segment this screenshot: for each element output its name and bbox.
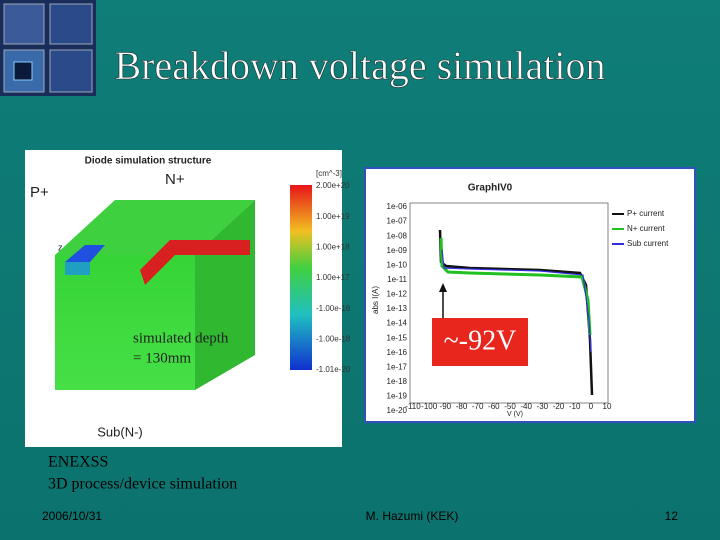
colorbar-unit: [cm^-3] <box>316 169 342 178</box>
y-tick-label: 1e-15 <box>387 333 408 342</box>
x-tick-label: -40 <box>520 402 532 411</box>
x-tick-label: -50 <box>504 402 516 411</box>
legend-label: N+ current <box>627 224 665 233</box>
axis-label: z <box>58 242 63 252</box>
footer-date: 2006/10/31 <box>42 509 102 523</box>
arrow-head <box>439 283 447 292</box>
x-tick-label: -30 <box>537 402 549 411</box>
x-tick-label: -90 <box>440 402 452 411</box>
x-tick-label: 0 <box>589 402 594 411</box>
y-axis-label: abs I(A) <box>371 286 380 314</box>
slide-title: Breakdown voltage simulation <box>114 43 605 88</box>
y-tick-label: 1e-20 <box>387 406 408 415</box>
n-label: N+ <box>165 171 185 188</box>
y-tick-label: 1e-10 <box>387 260 408 269</box>
colorbar-labels: 2.00e+20 1.00e+19 1.00e+18 1.00e+17 -1.00e-1… <box>316 181 351 374</box>
y-tick-label: 1e-14 <box>387 319 408 328</box>
legend-label: P+ current <box>627 209 665 218</box>
colorbar-label: 1.00e+19 <box>316 212 350 221</box>
colorbar-label: 2.00e+20 <box>316 181 350 190</box>
y-tick-label: 1e-08 <box>387 231 408 240</box>
x-axis-label: V (V) <box>507 411 523 418</box>
y-tick-label: 1e-13 <box>387 304 408 313</box>
depth-note: simulated depth <box>133 330 229 346</box>
colorbar-label: -1.01e-20 <box>316 365 351 374</box>
body-text: 3D process/device simulation <box>48 476 237 493</box>
footer-page: 12 <box>665 509 679 523</box>
x-tick-label: -10 <box>569 402 581 411</box>
graph-image: GraphIV0 abs I(A) V (V) 1e-06 1e-07 1e-08 1… <box>364 167 696 423</box>
x-tick-label: -20 <box>553 402 565 411</box>
y-tick-label: 1e-17 <box>387 362 408 371</box>
y-tick-label: 1e-06 <box>387 202 408 211</box>
colorbar-label: -1.00e-18 <box>316 334 351 343</box>
footer-author: M. Hazumi (KEK) <box>366 509 459 523</box>
logo <box>0 0 96 96</box>
sub-label: Sub(N-) <box>97 424 143 439</box>
y-tick-label: 1e-19 <box>387 392 408 401</box>
colorbar-label: 1.00e+18 <box>316 242 350 251</box>
voltage-box <box>432 318 528 366</box>
graph-title: GraphIV0 <box>468 183 513 194</box>
y-tick-label: 1e-12 <box>387 290 408 299</box>
curve <box>441 249 592 353</box>
y-tick-label: 1e-16 <box>387 348 408 357</box>
legend-label: Sub current <box>627 239 669 248</box>
p-label: P+ <box>30 184 49 201</box>
x-tick-label: -60 <box>488 402 500 411</box>
y-tick-label: 1e-09 <box>387 246 408 255</box>
x-tick-label: -100 <box>421 402 438 411</box>
x-tick-label: -70 <box>472 402 484 411</box>
voltage-note: ~-92V <box>444 325 517 356</box>
x-tick-label: -110 <box>405 402 421 411</box>
x-tick-label: 10 <box>603 402 612 411</box>
y-tick-label: 1e-11 <box>387 275 407 284</box>
curve <box>439 237 592 336</box>
depth-note: = 130mm <box>133 350 191 366</box>
y-tick-label: 1e-18 <box>387 377 408 386</box>
image-title: Diode simulation structure <box>85 156 212 167</box>
colorbar-label: 1.00e+17 <box>316 273 350 282</box>
colorbar-label: -1.00e-16 <box>316 304 351 313</box>
y-tick-label: 1e-07 <box>387 217 408 226</box>
body-text: ENEXSS <box>48 454 108 471</box>
structure-image: Diode simulation structure P+ N+ z Sub(N… <box>25 150 351 447</box>
x-tick-label: -80 <box>456 402 468 411</box>
